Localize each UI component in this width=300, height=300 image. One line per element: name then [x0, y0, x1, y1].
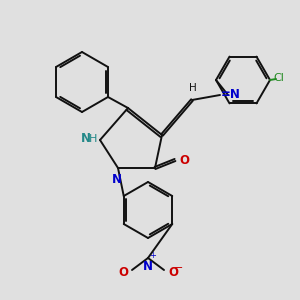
Text: −: − [174, 263, 183, 273]
Text: =N: =N [221, 88, 241, 100]
Text: N: N [81, 133, 91, 146]
Text: H: H [88, 134, 97, 144]
Text: O: O [179, 154, 189, 166]
Text: H: H [189, 83, 197, 93]
Text: N: N [143, 260, 153, 273]
Text: O: O [168, 266, 178, 278]
Text: N: N [112, 173, 122, 186]
Text: O: O [118, 266, 128, 278]
Text: +: + [150, 250, 156, 260]
Text: Cl: Cl [273, 73, 284, 83]
